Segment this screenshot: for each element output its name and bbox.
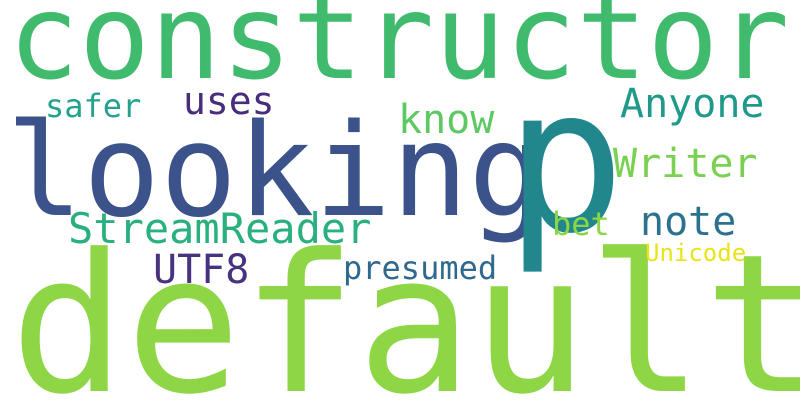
word-anyone: Anyone <box>620 81 765 127</box>
word-utf8: UTF8 <box>153 247 250 293</box>
word-constructors: constructors <box>8 0 800 106</box>
word-unicode: Unicode <box>645 239 747 267</box>
word-p: p <box>505 45 626 278</box>
word-bet: bet <box>552 205 610 243</box>
word-safer: safer <box>45 87 142 125</box>
word-default: default <box>10 214 800 400</box>
word-presumed: presumed <box>343 249 498 287</box>
word-know: know <box>398 97 495 143</box>
word-note: note <box>640 199 737 245</box>
word-uses: uses <box>183 79 275 123</box>
word-writer: Writer <box>613 141 758 187</box>
word-streamreader: StreamReader <box>68 204 372 253</box>
word-looking: looking <box>6 97 546 246</box>
